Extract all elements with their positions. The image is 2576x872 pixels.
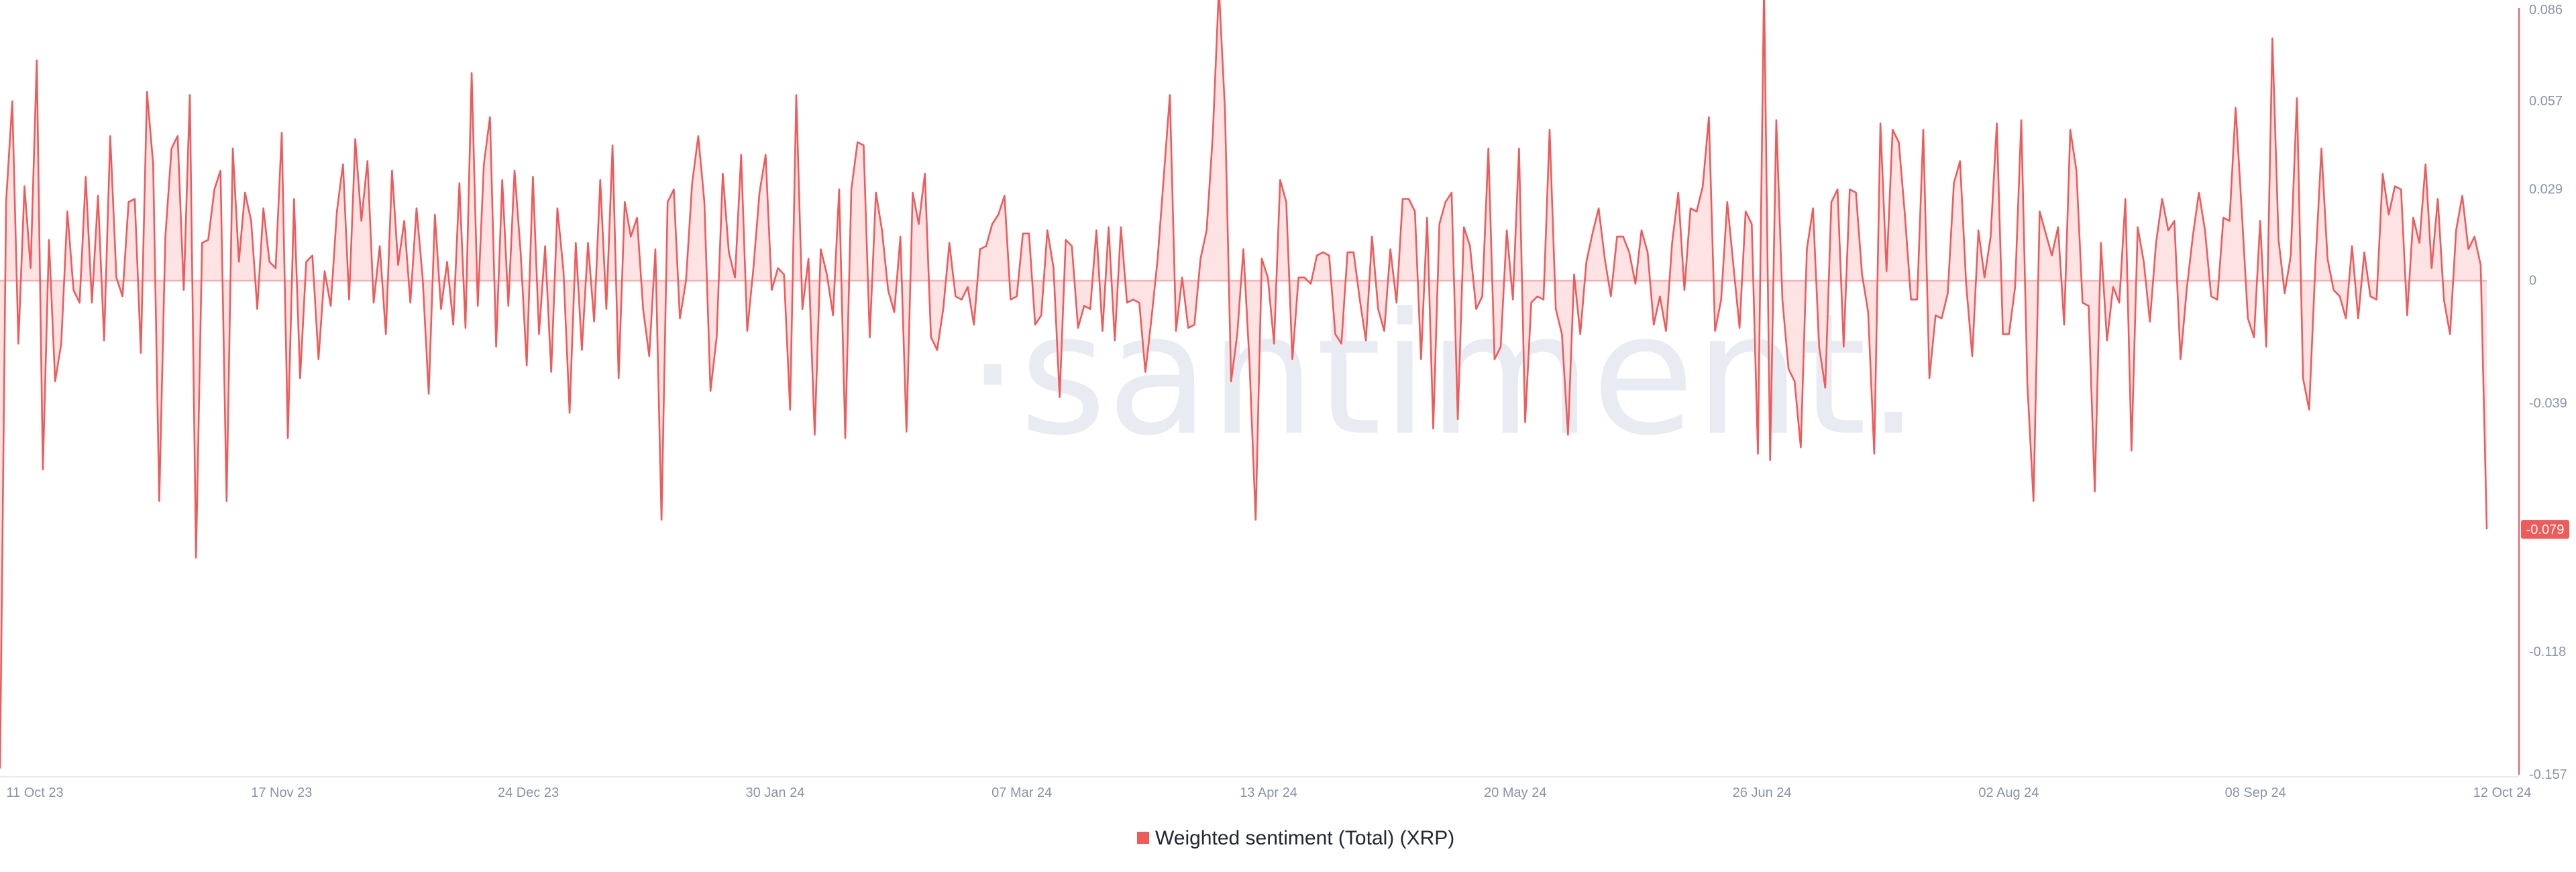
x-tick-label: 07 Mar 24	[991, 785, 1052, 800]
x-tick-label: 30 Jan 24	[745, 785, 804, 800]
last-value-badge-background	[2521, 520, 2569, 539]
y-tick-label: 0.029	[2529, 182, 2563, 197]
x-axis: 11 Oct 23 17 Nov 23 24 Dec 23 30 Jan 24 07 M…	[0, 776, 2532, 800]
x-tick-label: 13 Apr 24	[1240, 785, 1297, 800]
x-tick-label: 20 May 24	[1484, 785, 1546, 800]
y-tick-label: -0.039	[2529, 396, 2567, 411]
sentiment-line-layer	[0, 0, 2488, 769]
legend-swatch	[1137, 832, 1149, 844]
y-tick-label: -0.157	[2529, 767, 2567, 782]
legend-label: Weighted sentiment (Total) (XRP)	[1155, 827, 1454, 849]
x-tick-label: 12 Oct 24	[2473, 785, 2532, 800]
y-tick-label: 0.086	[2529, 3, 2563, 17]
last-value-badge: -0.079	[2521, 520, 2569, 539]
x-tick-label: 08 Sep 24	[2225, 785, 2286, 800]
y-axis: 0.086 0.057 0.029 0 -0.039 -0.118 -0.157	[2518, 3, 2567, 782]
y-tick-label: 0.057	[2529, 94, 2563, 109]
y-tick-label: -0.118	[2529, 645, 2566, 659]
sentiment-series-line	[0, 0, 2488, 769]
x-tick-label: 26 Jun 24	[1733, 785, 1792, 800]
santiment-watermark: ·santiment.	[966, 277, 1920, 472]
legend[interactable]: Weighted sentiment (Total) (XRP)	[1137, 827, 1454, 849]
x-tick-label: 02 Aug 24	[1978, 785, 2039, 800]
last-value-badge-label: -0.079	[2526, 523, 2565, 537]
x-tick-label: 17 Nov 23	[251, 785, 312, 800]
x-tick-label: 24 Dec 23	[498, 785, 559, 800]
y-tick-label: 0	[2529, 273, 2536, 288]
x-tick-label: 11 Oct 23	[6, 785, 63, 800]
